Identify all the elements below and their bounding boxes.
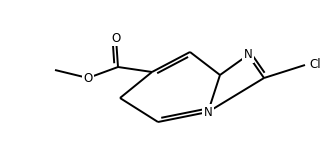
Text: Cl: Cl [309, 58, 321, 72]
Text: N: N [244, 48, 252, 61]
Text: N: N [204, 106, 213, 119]
Text: O: O [83, 72, 93, 84]
Text: O: O [111, 32, 120, 44]
